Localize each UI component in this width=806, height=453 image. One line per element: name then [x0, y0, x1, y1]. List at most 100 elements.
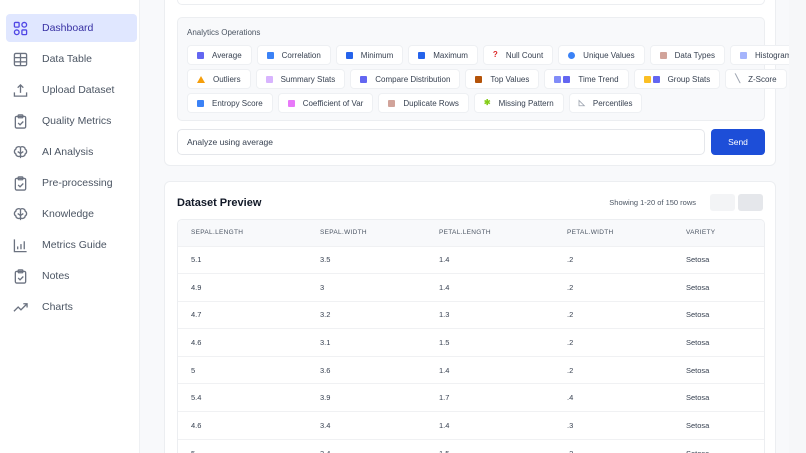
sidebar-item-upload-dataset[interactable]: Upload Dataset	[6, 76, 137, 104]
op-percentiles-button[interactable]: ◺ Percentiles	[568, 93, 643, 113]
table-cell: 1.4	[426, 355, 554, 384]
send-button[interactable]: Send	[711, 129, 765, 155]
op-group-stats-button[interactable]: Group Stats	[633, 69, 721, 89]
sidebar-item-dashboard[interactable]: Dashboard	[6, 14, 137, 42]
clipboard-check-icon	[12, 113, 28, 129]
bar-chart-emoji-icon	[197, 51, 204, 59]
table-cell: 4.6	[178, 411, 307, 440]
bar-chart-emoji-icon	[360, 75, 368, 83]
column-header[interactable]: VARIETY	[686, 229, 716, 237]
op-summary-stats-button[interactable]: Summary Stats	[255, 69, 346, 89]
table-cell: 5.4	[178, 383, 307, 412]
dataset-preview-card: Dataset Preview Showing 1-20 of 150 rows…	[164, 181, 776, 453]
folder-chart-icon	[652, 75, 660, 83]
op-data-types-button[interactable]: Data Types	[649, 45, 725, 65]
column-header[interactable]: PETAL.WIDTH	[567, 229, 614, 237]
sidebar-item-metrics-guide[interactable]: Metrics Guide	[6, 231, 137, 259]
table-cell: 1.4	[426, 411, 554, 440]
table-row: 5 3.6 1.4 .2 Setosa	[178, 355, 764, 384]
table-row: 5.4 3.9 1.7 .4 Setosa	[178, 383, 764, 412]
page-scrollbar[interactable]	[789, 0, 806, 453]
table-cell: .3	[554, 411, 673, 440]
table-cell: Setosa	[673, 411, 764, 440]
clipboard-check-icon	[12, 175, 28, 191]
sidebar-item-quality-metrics[interactable]: Quality Metrics	[6, 107, 137, 135]
op-duplicate-rows-button[interactable]: Duplicate Rows	[378, 93, 469, 113]
clipboard-emoji-icon	[659, 51, 667, 59]
refresh-emoji-icon	[266, 51, 274, 59]
table-cell: 4.6	[178, 328, 307, 357]
op-correlation-button[interactable]: Correlation	[256, 45, 331, 65]
sidebar-item-label: Knowledge	[42, 208, 94, 220]
table-cell: 3.1	[307, 328, 426, 357]
sidebar-item-label: Pre-processing	[42, 177, 113, 189]
op-time-trend-button[interactable]: Time Trend	[544, 69, 629, 89]
op-z-score-button[interactable]: ╲ Z-Score	[725, 69, 787, 89]
table-cell: 1.7	[426, 383, 554, 412]
sidebar-item-label: Notes	[42, 270, 70, 282]
memo-emoji-icon	[265, 75, 273, 83]
sidebar-item-label: Charts	[42, 301, 73, 313]
op-missing-pattern-button[interactable]: ✱ Missing Pattern	[473, 93, 564, 113]
warning-icon	[197, 75, 205, 83]
chart-emoji-icon	[739, 51, 747, 59]
previous-page-button[interactable]	[710, 194, 735, 211]
table-cell: Setosa	[673, 245, 764, 274]
question-mark-icon: ?	[492, 50, 498, 59]
table-cell: Setosa	[673, 300, 764, 329]
op-compare-distribution-button[interactable]: Compare Distribution	[350, 69, 461, 89]
bar-chart-icon	[12, 237, 28, 253]
table-row: 4.9 3 1.4 .2 Setosa	[178, 273, 764, 302]
trend-up-icon	[12, 299, 28, 315]
column-header[interactable]: SEPAL.LENGTH	[191, 229, 244, 237]
op-histogram-button[interactable]: Histogram	[729, 45, 802, 65]
op-unique-values-button[interactable]: Unique Values	[558, 45, 645, 65]
ops-row-2: Outliers Summary Stats Compare Distribut…	[187, 69, 787, 89]
analytics-card: Analytics Operations Average Correlation…	[164, 0, 802, 166]
decreasing-chart-icon	[287, 99, 295, 107]
folder-icon	[643, 75, 651, 83]
op-null-count-button[interactable]: ? Null Count	[482, 45, 554, 65]
clipboard-emoji-icon	[388, 99, 396, 107]
table-cell: 1.5	[426, 438, 554, 453]
hourglass-icon	[475, 75, 483, 83]
table-cell: 3.2	[307, 300, 426, 329]
ruler-icon: ╲	[735, 74, 741, 83]
table-row: 4.6 3.1 1.5 .2 Setosa	[178, 328, 764, 357]
table-cell: 5	[178, 438, 307, 453]
table-cell: .2	[554, 328, 673, 357]
op-outliers-button[interactable]: Outliers	[187, 69, 251, 89]
clipboard-check-icon	[12, 268, 28, 284]
op-top-values-button[interactable]: Top Values	[465, 69, 540, 89]
table-cell: 4.7	[178, 300, 307, 329]
ops-row-3: Entropy Score Coefficient of Var Duplica…	[187, 93, 643, 113]
down-arrow-emoji-icon	[345, 51, 353, 59]
sidebar-item-label: AI Analysis	[42, 146, 94, 158]
op-average-button[interactable]: Average	[187, 45, 252, 65]
op-maximum-button[interactable]: Maximum	[408, 45, 478, 65]
op-coefficient-of-var-button[interactable]: Coefficient of Var	[277, 93, 374, 113]
calendar-chart-icon	[563, 75, 571, 83]
sidebar-item-notes[interactable]: Notes	[6, 262, 137, 290]
table-cell: 4.9	[178, 273, 307, 302]
column-header[interactable]: SEPAL.WIDTH	[320, 229, 367, 237]
sidebar-item-pre-processing[interactable]: Pre-processing	[6, 169, 137, 197]
sidebar-item-knowledge[interactable]: Knowledge	[6, 200, 137, 228]
triangle-ruler-icon: ◺	[578, 98, 585, 107]
op-entropy-score-button[interactable]: Entropy Score	[187, 93, 273, 113]
ops-row-1: Average Correlation Minimum Maximum ? Nul…	[187, 45, 802, 65]
analytics-operations-panel: Analytics Operations Average Correlation…	[177, 17, 802, 121]
table-cell: 1.4	[426, 273, 554, 302]
table-cell: 3.4	[307, 411, 426, 440]
table-cell: 1.3	[426, 300, 554, 329]
column-header[interactable]: PETAL.LENGTH	[439, 229, 491, 237]
sidebar-item-ai-analysis[interactable]: AI Analysis	[6, 138, 137, 166]
sidebar-item-charts[interactable]: Charts	[6, 293, 137, 321]
rows-showing-label: Showing 1-20 of 150 rows	[609, 198, 696, 207]
sidebar-item-data-table[interactable]: Data Table	[6, 45, 137, 73]
next-page-button[interactable]	[738, 194, 763, 211]
puzzle-icon: ✱	[483, 98, 491, 107]
op-minimum-button[interactable]: Minimum	[335, 45, 404, 65]
analysis-prompt-input[interactable]	[177, 129, 705, 155]
sidebar-item-label: Dashboard	[42, 22, 94, 34]
